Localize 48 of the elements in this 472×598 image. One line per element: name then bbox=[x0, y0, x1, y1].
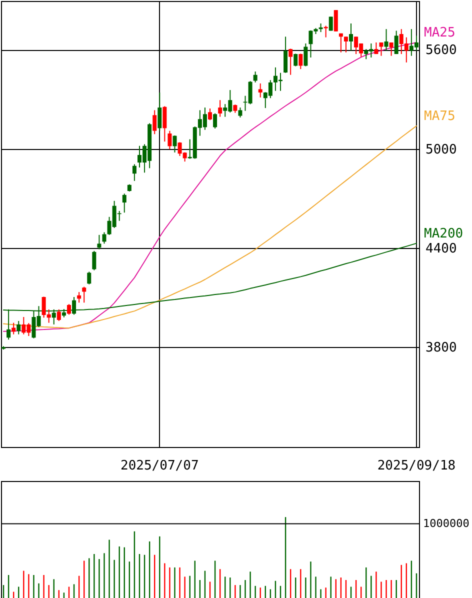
candlestick bbox=[97, 234, 102, 250]
x-tick-label: 2025/07/07 bbox=[120, 458, 199, 474]
series-label: MA75 bbox=[424, 108, 456, 124]
candlestick bbox=[92, 250, 96, 271]
candlestick bbox=[338, 32, 343, 53]
candlestick bbox=[253, 71, 258, 83]
x-tick-label: 2025/09/18 bbox=[377, 458, 456, 474]
y-tick-label: 4400 bbox=[426, 241, 457, 256]
candlestick bbox=[66, 304, 71, 316]
candlestick bbox=[324, 25, 328, 38]
candlestick bbox=[158, 92, 162, 132]
series-label: MA25 bbox=[424, 25, 456, 40]
candlestick bbox=[87, 271, 92, 285]
candlestick bbox=[294, 53, 298, 67]
candlestick bbox=[304, 42, 308, 67]
candlestick bbox=[208, 108, 212, 121]
candlestick bbox=[384, 28, 388, 52]
candlestick bbox=[77, 292, 82, 304]
text: 1000000 bbox=[423, 516, 470, 530]
candlestick bbox=[102, 232, 106, 244]
candlestick bbox=[344, 36, 348, 53]
candlestick bbox=[162, 106, 167, 142]
candlestick bbox=[12, 322, 16, 335]
candlestick bbox=[82, 286, 86, 304]
candlestick bbox=[379, 42, 384, 56]
candlestick bbox=[394, 30, 398, 55]
candlestick bbox=[284, 36, 288, 74]
candlestick bbox=[298, 53, 303, 70]
candlestick bbox=[258, 82, 262, 98]
candlestick bbox=[389, 42, 394, 56]
candlestick bbox=[334, 10, 338, 32]
candlestick bbox=[349, 22, 354, 52]
candlestick bbox=[328, 16, 333, 32]
candlestick bbox=[213, 112, 218, 130]
y-tick-label: 3800 bbox=[426, 340, 457, 356]
y-tick-label: 5000 bbox=[426, 142, 457, 158]
candlestick bbox=[152, 110, 157, 135]
candlestick bbox=[218, 100, 222, 118]
candlestick bbox=[132, 164, 136, 182]
candlestick bbox=[288, 48, 293, 76]
candlestick bbox=[168, 130, 172, 150]
candlestick bbox=[56, 308, 61, 322]
y-tick-label: 5600 bbox=[426, 43, 457, 58]
candlestick bbox=[172, 134, 177, 153]
candlestick bbox=[238, 107, 242, 118]
candlestick bbox=[16, 320, 21, 335]
series-label: MA200 bbox=[424, 226, 464, 242]
candlestick bbox=[122, 193, 126, 214]
